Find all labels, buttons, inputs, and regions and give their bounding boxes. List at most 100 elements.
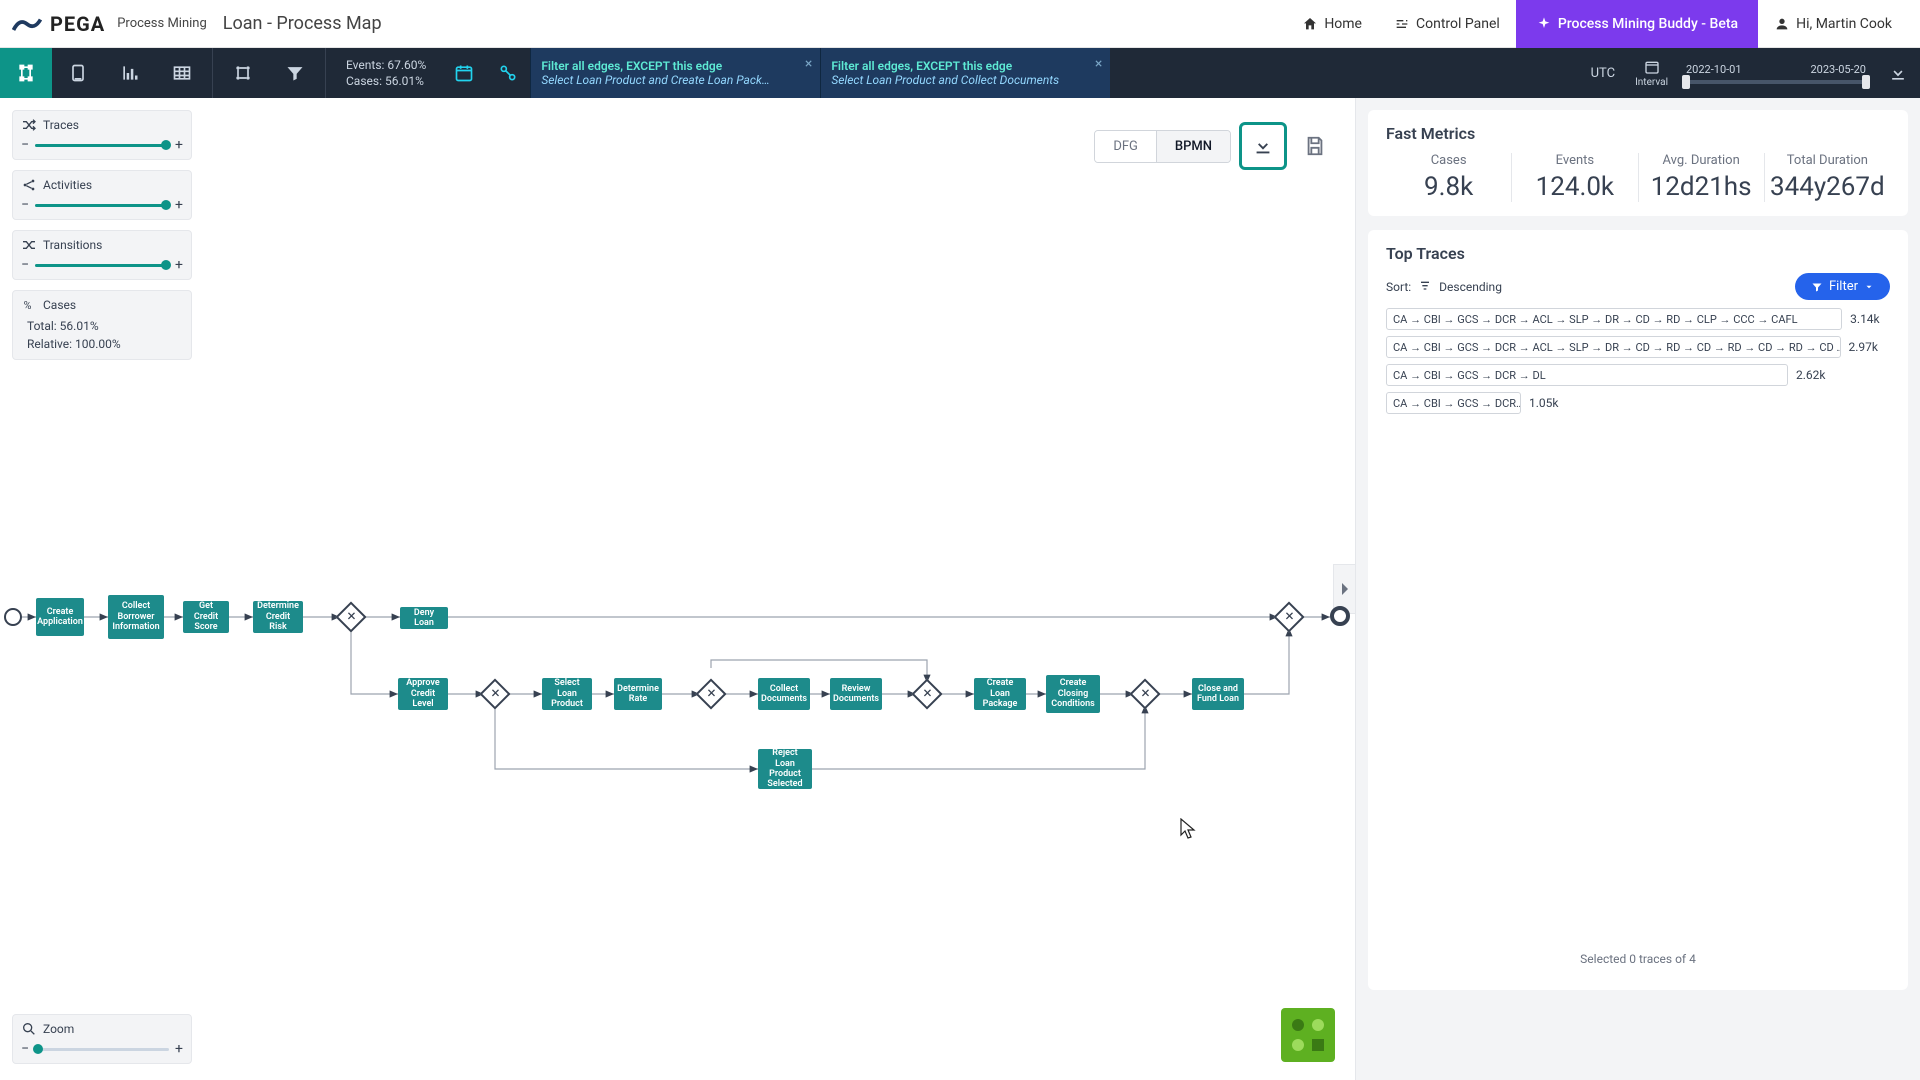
process-node[interactable]: Create Closing Conditions [1046,675,1100,713]
panel-title: Top Traces [1386,244,1890,263]
toolbar-download-icon[interactable] [1876,48,1920,98]
process-node[interactable]: Create Loan Package [974,678,1026,710]
save-button[interactable] [1295,126,1335,166]
trace-bar: CA → CBI → GCS → DCR → ACL → SLP → DR → … [1386,308,1842,330]
process-canvas[interactable]: Traces −+ Activities −+ Transitions −+ %… [0,98,1355,1080]
sort-value: Descending [1439,280,1502,294]
nav-buddy-label: Process Mining Buddy - Beta [1558,16,1738,32]
funnel-icon [1811,281,1823,293]
minus-icon[interactable]: − [21,197,29,213]
view-toggles: DFG BPMN [1094,122,1335,170]
close-icon[interactable]: × [805,56,812,72]
filter-chip-1[interactable]: Filter all edges, EXCEPT this edge Selec… [820,48,1110,98]
notation-toggle: DFG BPMN [1094,130,1231,163]
process-node[interactable]: Determine Credit Risk [253,601,303,633]
gateway[interactable] [479,678,510,709]
download-icon [1252,135,1274,157]
process-node[interactable]: Collect Documents [758,678,810,710]
interval-block[interactable]: Interval [1627,48,1676,98]
gateway[interactable] [911,678,942,709]
toolbar-view-icons [0,48,208,98]
save-icon [1304,135,1326,157]
filter-chip-title: Filter all edges, EXCEPT this edge [831,59,1100,73]
trace-row[interactable]: CA → CBI → GCS → DCR… 1.05k [1386,392,1890,414]
toolbar-filter-icon[interactable] [269,48,321,98]
pega-logo-icon [12,14,42,34]
metric-value: 344y267d [1769,172,1886,202]
process-node[interactable]: Select Loan Product [542,678,592,710]
filter-chip-0[interactable]: Filter all edges, EXCEPT this edge Selec… [530,48,820,98]
process-node[interactable]: Determine Rate [614,678,662,710]
interval-label: Interval [1635,77,1668,88]
minus-icon[interactable]: − [21,1041,29,1057]
view-tile-icon[interactable] [52,48,104,98]
toggle-bpmn[interactable]: BPMN [1157,131,1230,162]
minus-icon[interactable]: − [21,257,29,273]
toolbar-calendar-icon[interactable] [442,48,486,98]
slider-traces[interactable] [35,144,169,147]
trace-count: 2.97k [1849,340,1890,354]
trace-bar: CA → CBI → GCS → DCR → DL [1386,364,1788,386]
trace-count: 2.62k [1796,368,1838,382]
toolbar-stats: Events: 67.60% Cases: 56.01% [330,48,442,98]
process-node[interactable]: Get Credit Score [183,601,229,633]
start-event[interactable] [4,608,22,626]
gateway[interactable] [695,678,726,709]
date-range-slider[interactable]: 2022-10-01 2023-05-20 [1676,48,1876,98]
process-edges-layer [0,98,1355,1080]
plus-icon[interactable]: + [175,1041,183,1057]
minus-icon[interactable]: − [21,137,29,153]
trace-row[interactable]: CA → CBI → GCS → DCR → DL 2.62k [1386,364,1890,386]
trace-bar: CA → CBI → GCS → DCR… [1386,392,1521,414]
plus-icon[interactable]: + [175,257,183,273]
trace-count: 1.05k [1529,396,1571,410]
slider-activities[interactable] [35,204,169,207]
trace-row[interactable]: CA → CBI → GCS → DCR → ACL → SLP → DR → … [1386,308,1890,330]
toolbar-link-icon[interactable] [486,48,530,98]
nav-home[interactable]: Home [1286,0,1378,48]
user-greeting: Hi, Martin Cook [1796,16,1892,32]
control-traces: Traces −+ [12,110,192,160]
process-node[interactable]: Deny Loan [400,607,448,629]
plus-icon[interactable]: + [175,137,183,153]
percent-icon: % [21,297,37,313]
process-node[interactable]: Reject Loan Product Selected [758,749,812,789]
process-node[interactable]: Review Documents [830,678,882,710]
process-node[interactable]: Collect Borrower Information [108,595,164,639]
nav-control-panel[interactable]: Control Panel [1378,0,1516,48]
plus-icon[interactable]: + [175,197,183,213]
process-node[interactable]: Close and Fund Loan [1192,678,1244,710]
filter-chip-title: Filter all edges, EXCEPT this edge [541,59,810,73]
metric-col: Cases9.8k [1386,153,1512,202]
close-icon[interactable]: × [1095,56,1102,72]
sort-prefix: Sort: [1386,280,1411,294]
metric-label: Avg. Duration [1643,153,1760,168]
toolbar-settings-icon[interactable] [217,48,269,98]
nav-process-mining-buddy[interactable]: Process Mining Buddy - Beta [1516,0,1758,48]
process-node[interactable]: Approve Credit Level [398,678,448,710]
gateway[interactable] [1129,678,1160,709]
metric-value: 124.0k [1516,172,1633,202]
download-button[interactable] [1239,122,1287,170]
trace-row[interactable]: CA → CBI → GCS → DCR → ACL → SLP → DR → … [1386,336,1890,358]
cases-total: Total: 56.01% [21,317,183,335]
view-table-icon[interactable] [156,48,208,98]
stat-cases: Cases: 56.01% [346,74,426,88]
gateway[interactable] [1273,601,1304,632]
slider-transitions[interactable] [35,264,169,267]
slider-zoom[interactable] [35,1048,169,1051]
end-event[interactable] [1330,606,1350,626]
toggle-dfg[interactable]: DFG [1095,131,1157,162]
view-chart-icon[interactable] [104,48,156,98]
sort-control[interactable]: Sort: Descending [1386,279,1502,295]
nav-user-menu[interactable]: Hi, Martin Cook [1758,0,1908,48]
date-start: 2022-10-01 [1686,63,1742,76]
gateway[interactable] [335,601,366,632]
process-node[interactable]: Create Application [36,598,84,636]
sort-desc-icon [1417,279,1433,295]
view-process-map-icon[interactable] [0,48,52,98]
calendar-icon [1644,59,1660,75]
trace-bar: CA → CBI → GCS → DCR → ACL → SLP → DR → … [1386,336,1841,358]
shuffle-icon [21,117,37,133]
filter-button[interactable]: Filter [1795,273,1890,300]
